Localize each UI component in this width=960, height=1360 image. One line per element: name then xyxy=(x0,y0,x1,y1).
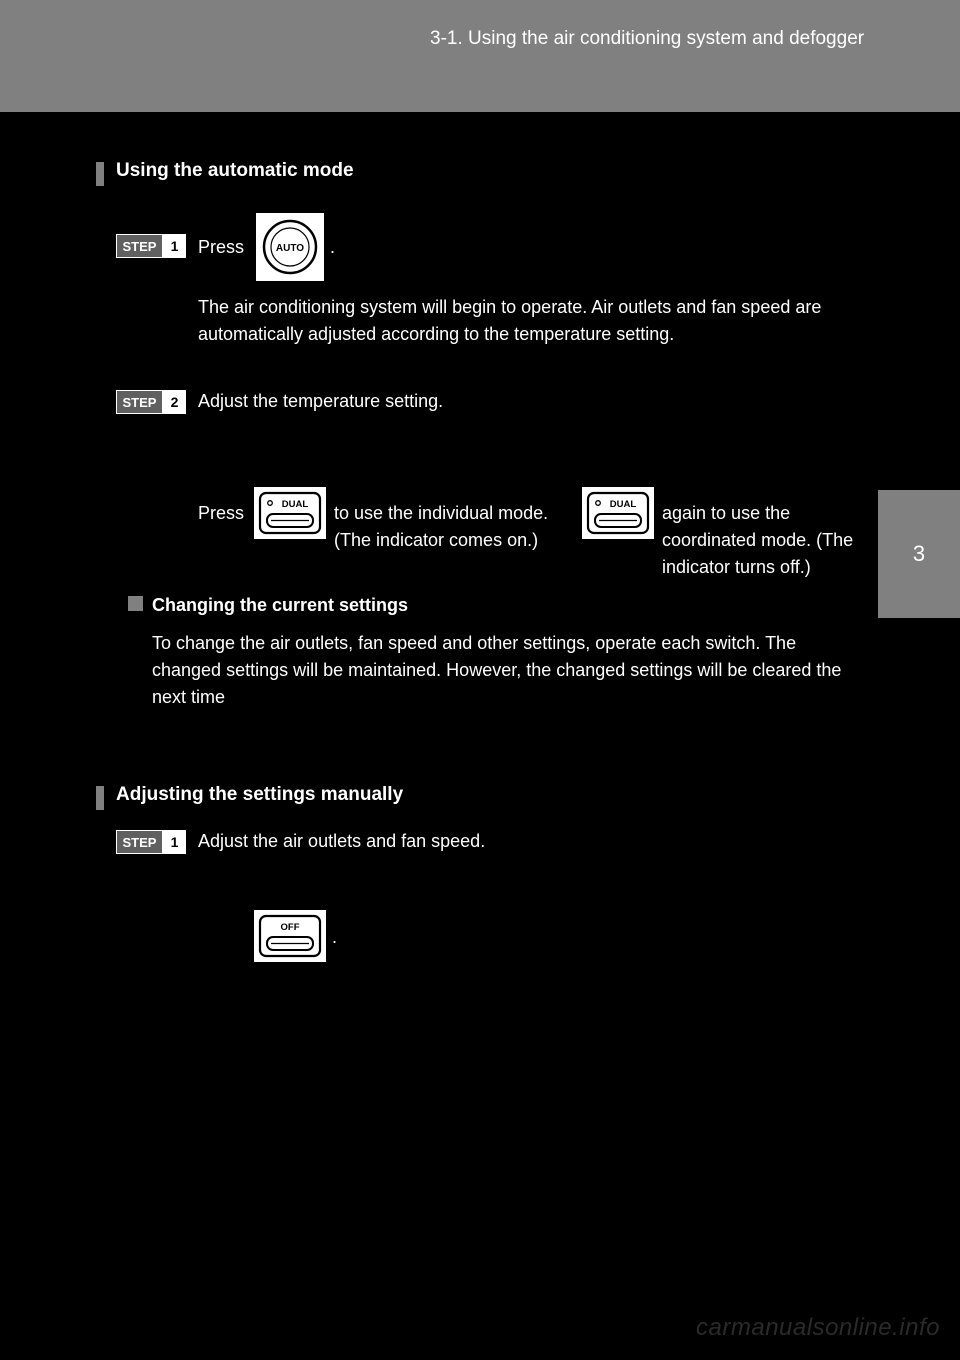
subsection-body: To change the air outlets, fan speed and… xyxy=(152,630,852,711)
step-label: STEP xyxy=(116,390,163,414)
step-label: STEP xyxy=(116,830,163,854)
watermark: carmanualsonline.info xyxy=(696,1314,940,1342)
step-number: 1 xyxy=(163,830,186,854)
period-text: . xyxy=(330,234,335,261)
step-number: 2 xyxy=(163,390,186,414)
step-number: 1 xyxy=(163,234,186,258)
off-button-icon: OFF xyxy=(254,910,326,962)
svg-text:DUAL: DUAL xyxy=(610,499,637,510)
dual-on-text: to use the individual mode. (The indicat… xyxy=(334,500,584,554)
dual-off-text: again to use the coordinated mode. (The … xyxy=(662,500,862,581)
section-title-auto: Using the automatic mode xyxy=(116,160,354,182)
subsection-title: Changing the current settings xyxy=(152,592,408,619)
subsection-marker xyxy=(128,596,143,611)
off-period: . xyxy=(332,924,337,951)
dual-button-icon: DUAL xyxy=(254,487,326,539)
auto-description: The air conditioning system will begin t… xyxy=(198,294,858,348)
chapter-tab: 3 xyxy=(878,490,960,618)
svg-text:AUTO: AUTO xyxy=(276,243,304,254)
step-badge-1: STEP 1 xyxy=(116,234,186,258)
step-label: STEP xyxy=(116,234,163,258)
section-marker-2 xyxy=(96,786,104,810)
press-text: Press xyxy=(198,234,244,261)
dual-button-icon-2: DUAL xyxy=(582,487,654,539)
press-text-2: Press xyxy=(198,500,244,527)
adjust-temp-text: Adjust the temperature setting. xyxy=(198,388,443,415)
manual-step-text: Adjust the air outlets and fan speed. xyxy=(198,828,485,855)
step-badge-2: STEP 2 xyxy=(116,390,186,414)
auto-button-icon: AUTO xyxy=(256,213,324,281)
svg-text:OFF: OFF xyxy=(281,922,300,933)
step-badge-manual-1: STEP 1 xyxy=(116,830,186,854)
chapter-number: 3 xyxy=(913,541,925,567)
header-section-title: 3-1. Using the air conditioning system a… xyxy=(430,28,864,50)
header-band: 3-1. Using the air conditioning system a… xyxy=(0,0,960,112)
section-title-manual: Adjusting the settings manually xyxy=(116,784,403,806)
svg-text:DUAL: DUAL xyxy=(282,499,309,510)
section-marker xyxy=(96,162,104,186)
